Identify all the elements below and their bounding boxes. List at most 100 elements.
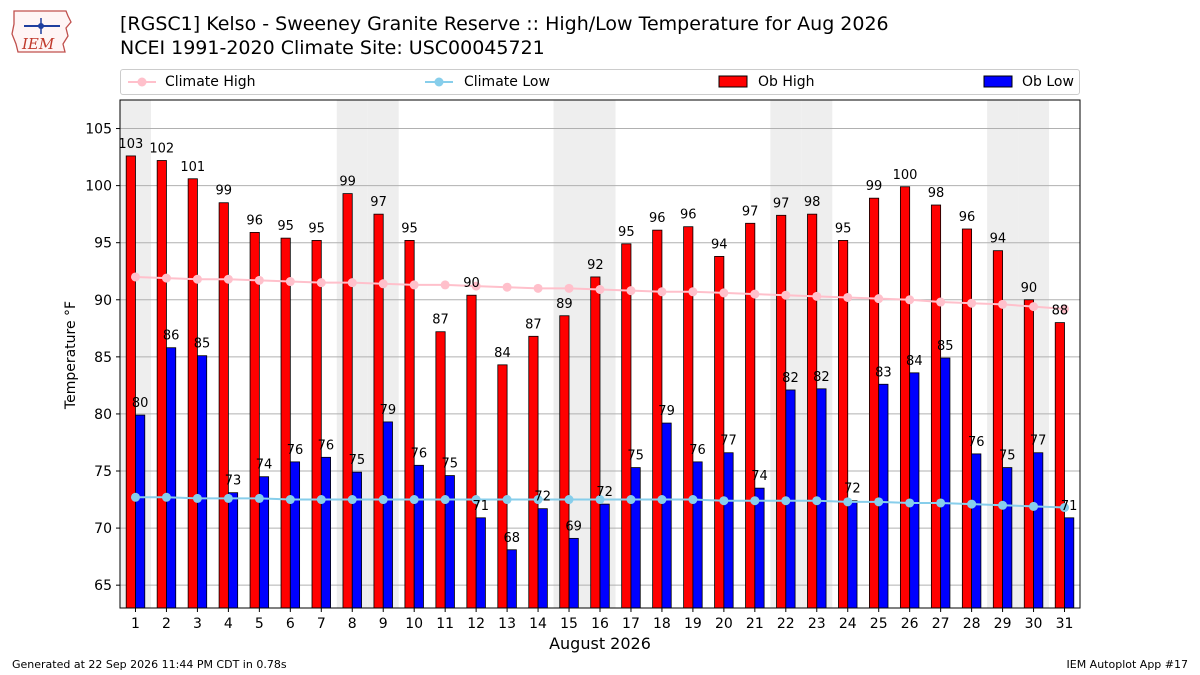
label-ob-low-8: 75 [349,453,366,468]
bar-ob-high-25 [869,197,880,609]
point-climate-low-29 [998,500,1008,510]
legend-item-ob-low: Ob Low [981,70,1079,94]
point-climate-high-1 [130,272,140,282]
point-climate-low-23 [812,496,822,506]
x-tick-label-17: 17 [622,616,640,632]
bar-ob-low-6 [289,461,301,609]
point-climate-high-7 [316,278,326,288]
point-climate-high-3 [192,274,202,284]
x-tick-label-8: 8 [348,616,357,632]
x-tick-label-7: 7 [317,616,326,632]
label-ob-low-22: 82 [782,371,799,386]
point-climate-low-11 [440,495,450,505]
x-tick-label-27: 27 [932,616,950,632]
label-ob-low-18: 79 [658,404,675,419]
point-climate-high-12 [471,281,481,291]
y-tick-label-85: 85 [94,350,112,366]
chart-legend: Climate High Climate Low Ob High Ob Low [120,69,1080,95]
label-ob-high-9: 97 [370,195,387,210]
label-ob-high-14: 87 [525,317,542,332]
label-ob-low-20: 77 [720,434,737,449]
label-ob-high-3: 101 [180,160,205,175]
bar-ob-low-9 [382,421,393,609]
y-tick-label-100: 100 [85,179,112,195]
x-tick-label-14: 14 [529,616,547,632]
bar-ob-low-18 [661,422,672,609]
point-climate-high-28 [967,298,977,308]
label-ob-low-2: 86 [163,329,180,344]
label-ob-low-14: 72 [534,490,551,505]
label-ob-low-11: 75 [442,457,459,472]
climate-lines [130,272,1070,513]
x-tick-label-15: 15 [560,616,578,632]
point-climate-high-22 [781,290,791,300]
point-climate-low-25 [874,497,884,507]
x-tick-label-5: 5 [255,616,264,632]
bar-ob-low-10 [413,464,424,609]
point-climate-high-14 [533,283,543,293]
x-tick-label-11: 11 [436,616,454,632]
y-tick-label-80: 80 [94,407,112,423]
label-ob-high-25: 99 [866,179,883,194]
generated-timestamp: Generated at 22 Sep 2026 11:44 PM CDT in… [12,658,287,671]
point-climate-low-5 [254,493,264,503]
point-climate-low-14 [533,495,543,505]
label-ob-high-6: 95 [277,219,294,234]
x-tick-label-12: 12 [467,616,485,632]
label-ob-low-25: 83 [875,365,892,380]
label-ob-high-2: 102 [149,142,174,157]
point-climate-low-27 [936,498,946,508]
point-climate-high-16 [595,285,605,295]
label-ob-high-15: 89 [556,297,573,312]
y-tick-label-75: 75 [94,464,112,480]
bar-ob-high-15 [559,315,570,609]
point-climate-high-25 [874,294,884,304]
bar-ob-high-6 [280,237,291,609]
label-ob-high-1: 103 [118,137,143,152]
label-ob-high-11: 87 [432,313,449,328]
label-ob-low-31: 71 [1061,499,1078,514]
y-tick-label-105: 105 [85,122,112,138]
label-ob-high-4: 99 [215,184,232,199]
legend-item-climate-high: Climate High [121,70,321,94]
point-climate-high-5 [254,275,264,285]
label-ob-high-26: 100 [893,168,918,183]
bar-ob-high-21 [745,222,756,609]
bar-ob-low-30 [1033,452,1044,609]
point-climate-low-18 [657,495,667,505]
point-climate-high-20 [719,288,729,298]
x-tick-label-28: 28 [963,616,981,632]
bar-ob-low-7 [320,456,331,609]
point-climate-low-3 [192,493,202,503]
bar-ob-low-13 [506,549,517,609]
label-ob-high-17: 95 [618,225,635,240]
label-ob-high-7: 95 [308,221,325,236]
label-ob-high-27: 98 [928,186,945,201]
label-ob-high-23: 98 [804,195,821,210]
bar-ob-low-19 [692,461,703,609]
point-climate-high-31 [1060,304,1070,314]
label-ob-high-20: 94 [711,237,728,252]
point-climate-low-24 [843,497,853,507]
point-climate-high-8 [347,278,357,288]
bar-ob-low-24 [847,500,858,609]
label-ob-high-5: 96 [246,213,263,228]
label-ob-high-8: 99 [339,175,356,190]
bar-ob-high-14 [528,335,539,609]
legend-label-ob-high: Ob High [758,74,815,90]
label-ob-low-17: 75 [627,449,644,464]
bar-ob-high-28 [961,228,973,609]
label-ob-high-31: 88 [1052,304,1069,319]
x-tick-label-30: 30 [1025,616,1043,632]
x-tick-label-20: 20 [715,616,733,632]
label-ob-low-5: 74 [256,458,273,473]
point-climate-high-6 [285,277,295,287]
y-tick-label-65: 65 [94,578,112,594]
label-ob-low-16: 72 [596,485,613,500]
bar-ob-high-26 [899,186,911,609]
point-climate-high-27 [936,297,946,307]
label-ob-low-10: 76 [411,446,428,461]
point-climate-low-7 [316,495,326,505]
label-ob-high-13: 84 [494,346,511,361]
